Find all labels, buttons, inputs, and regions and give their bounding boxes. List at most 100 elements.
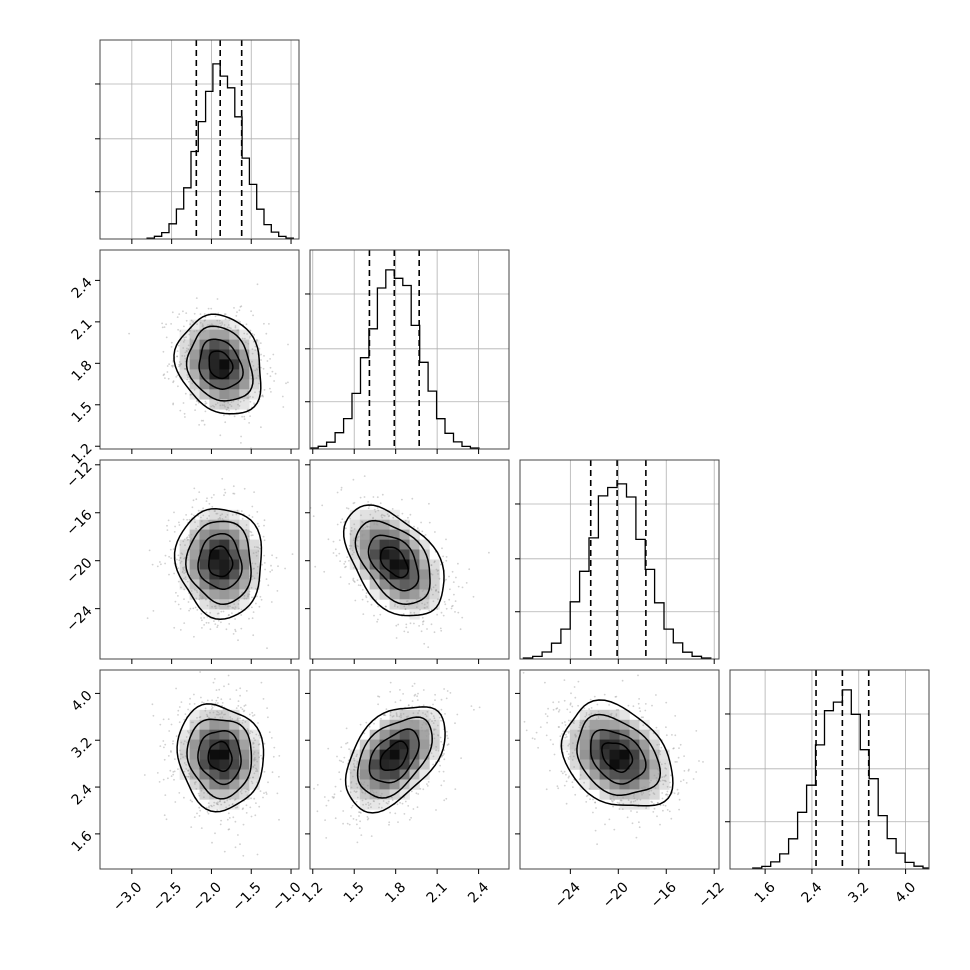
contour-0 xyxy=(208,350,234,380)
scatter-point xyxy=(255,587,257,590)
scatter-point xyxy=(385,708,388,711)
density-cell xyxy=(219,729,230,740)
scatter-point xyxy=(164,794,167,796)
density-cell xyxy=(429,719,440,731)
scatter-point xyxy=(661,776,664,778)
scatter-point xyxy=(266,372,269,375)
density-cell xyxy=(429,599,440,610)
scatter-3-1 xyxy=(313,681,481,844)
scatter-point xyxy=(453,593,455,596)
contour-2 xyxy=(576,713,662,797)
scatter-point xyxy=(207,622,210,624)
density-cell xyxy=(229,779,240,790)
scatter-point xyxy=(447,743,450,746)
scatter-point xyxy=(679,743,682,746)
scatter-point xyxy=(187,348,190,351)
contour-2 xyxy=(354,519,431,605)
scatter-point xyxy=(361,520,363,523)
scatter-point xyxy=(399,689,401,691)
scatter-point xyxy=(242,807,245,810)
density-cell xyxy=(569,719,581,731)
scatter-point xyxy=(208,806,210,809)
scatter-point xyxy=(405,600,408,603)
scatter-point xyxy=(159,723,162,726)
x-tick-label: 1.2 xyxy=(299,879,326,906)
scatter-point xyxy=(416,602,419,605)
scatter-point xyxy=(217,713,220,716)
density-cell xyxy=(379,759,390,770)
scatter-point xyxy=(352,579,354,581)
scatter-point xyxy=(410,720,413,722)
scatter-point xyxy=(440,563,442,566)
density-cell xyxy=(369,749,380,760)
scatter-point xyxy=(595,718,598,721)
scatter-point xyxy=(333,793,336,796)
density-cell xyxy=(219,389,230,400)
density-cell xyxy=(399,579,410,590)
density-cell xyxy=(409,569,420,580)
scatter-point xyxy=(369,526,371,528)
scatter-point xyxy=(201,323,204,326)
density-cell xyxy=(239,789,250,800)
scatter-point xyxy=(612,795,615,798)
x-tick-label: 1.6 xyxy=(752,879,779,906)
density-cell xyxy=(589,729,600,740)
scatter-point xyxy=(423,642,426,645)
scatter-point xyxy=(413,611,416,614)
scatter-point xyxy=(177,328,180,331)
density-cell xyxy=(179,359,190,370)
density-cell xyxy=(199,509,210,521)
scatter-point xyxy=(366,784,369,787)
scatter-point xyxy=(177,714,179,716)
scatter-point xyxy=(413,622,415,625)
scatter-point xyxy=(207,307,210,310)
scatter-point xyxy=(356,796,359,799)
scatter-point xyxy=(240,614,243,616)
scatter-point xyxy=(254,758,257,761)
scatter-point xyxy=(345,565,347,568)
scatter-point xyxy=(224,405,226,408)
scatter-point xyxy=(359,820,361,823)
scatter-point xyxy=(192,721,194,724)
scatter-point xyxy=(341,518,344,521)
scatter-point xyxy=(177,709,180,712)
density-cell xyxy=(189,559,200,570)
scatter-point xyxy=(267,584,270,587)
density-cell xyxy=(349,509,361,521)
scatter-point xyxy=(443,758,446,761)
scatter-point xyxy=(597,710,600,713)
scatter-point xyxy=(203,624,206,626)
scatter-point xyxy=(205,598,207,601)
scatter-point xyxy=(325,837,328,839)
scatter-point xyxy=(377,509,380,512)
scatter-point xyxy=(214,315,217,318)
scatter-point xyxy=(184,464,186,466)
scatter-point xyxy=(252,567,255,570)
scatter-point xyxy=(588,713,591,716)
density-cell xyxy=(239,349,250,360)
scatter-point xyxy=(253,759,256,762)
scatter-point xyxy=(335,554,338,557)
scatter-point xyxy=(609,713,612,716)
density-cell xyxy=(239,389,250,400)
scatter-point xyxy=(392,516,395,519)
scatter-point xyxy=(604,823,606,826)
density-cell xyxy=(199,789,210,800)
scatter-point xyxy=(269,375,272,378)
x-tick-label: −2.5 xyxy=(150,879,185,914)
density-cell xyxy=(359,549,371,560)
scatter-point xyxy=(355,818,358,821)
scatter-point xyxy=(258,547,261,550)
scatter-point xyxy=(173,572,176,575)
scatter-point xyxy=(260,353,262,356)
scatter-point xyxy=(441,547,443,550)
scatter-point xyxy=(366,816,369,818)
scatter-point xyxy=(196,812,198,815)
density-cell xyxy=(239,569,250,580)
scatter-point xyxy=(183,368,186,370)
scatter-point xyxy=(250,378,253,380)
contour-3 xyxy=(173,508,263,621)
scatter-point xyxy=(240,792,243,795)
scatter-point xyxy=(432,763,434,766)
scatter-point xyxy=(188,330,191,332)
